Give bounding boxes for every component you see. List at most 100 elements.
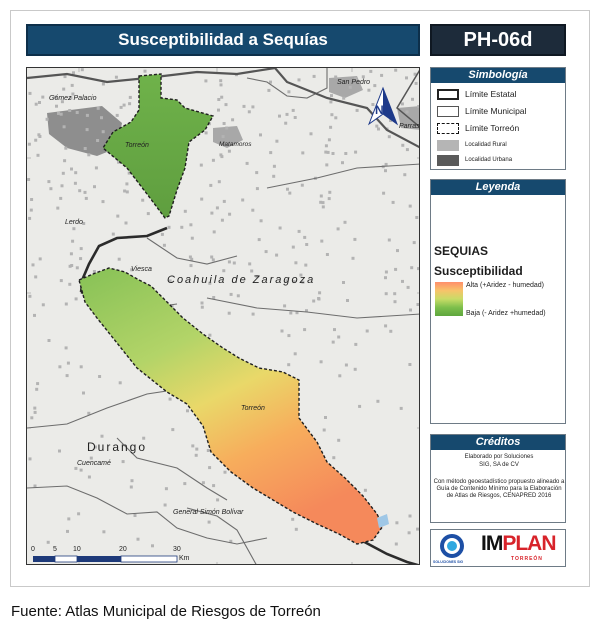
rural-locality-dot <box>264 250 268 254</box>
rural-locality-dot <box>353 367 357 371</box>
rural-locality-dot <box>382 191 386 195</box>
implan-logo: IMPLAN <box>481 532 557 555</box>
credits-text: Con método geoestadístico propuesto alin… <box>433 479 565 499</box>
rural-locality-dot <box>416 303 419 306</box>
leyenda-panel: Leyenda SEQUIAS Susceptibilidad Alta (+A… <box>430 179 566 424</box>
rural-locality-dot <box>98 375 102 378</box>
rural-locality-dot <box>80 68 84 72</box>
rural-locality-dot <box>269 151 273 155</box>
map-title: Susceptibilidad a Sequías <box>26 24 420 56</box>
rural-locality-dot <box>337 335 341 339</box>
rural-locality-dot <box>116 214 120 218</box>
rural-locality-dot <box>74 297 78 301</box>
north-arrow-icon: N <box>367 86 399 126</box>
rural-locality-dot <box>286 187 289 191</box>
rural-locality-dot <box>346 299 349 302</box>
rural-locality-dot <box>163 503 167 507</box>
scale-tick-20: 20 <box>119 546 127 553</box>
rural-locality-dot <box>216 498 220 502</box>
rural-locality-dot <box>142 436 146 440</box>
credits-line2: SIG, SA de CV <box>479 462 519 468</box>
rural-locality-dot <box>417 105 419 108</box>
rural-locality-dot <box>130 268 134 272</box>
rural-locality-dot <box>96 139 100 142</box>
rural-locality-dot <box>405 110 409 114</box>
torreon-south-polygon <box>78 267 384 545</box>
rural-locality-dot <box>204 79 208 83</box>
rural-locality-dot <box>330 113 334 117</box>
rural-locality-dot <box>200 197 204 201</box>
rural-locality-dot <box>406 285 410 289</box>
rural-locality-dot <box>384 169 387 173</box>
rural-locality-dot <box>325 163 329 167</box>
rural-locality-dot <box>180 225 184 229</box>
rural-locality-dot <box>64 302 68 306</box>
rural-locality-dot <box>309 132 313 136</box>
rural-locality-dot <box>83 190 87 194</box>
rural-locality-dot <box>391 200 395 204</box>
rural-locality-dot <box>58 365 62 369</box>
map-canvas[interactable]: N Gómez Palacio Torreón Matamoros San Pe… <box>26 67 420 565</box>
rural-locality-dot <box>303 328 307 332</box>
rural-locality-dot <box>227 311 231 315</box>
rural-locality-dot <box>337 438 341 442</box>
rural-locality-dot <box>419 488 420 491</box>
rural-locality-dot <box>221 135 225 139</box>
rural-locality-dot <box>34 138 38 142</box>
rural-locality-dot <box>188 255 192 259</box>
rural-locality-dot <box>294 261 298 265</box>
rural-locality-dot <box>300 183 304 187</box>
rural-locality-dot <box>331 340 335 344</box>
rural-locality-dot <box>93 185 96 189</box>
rural-locality-dot <box>227 149 231 153</box>
rural-locality-dot <box>35 387 39 391</box>
rural-locality-dot <box>380 73 384 77</box>
rural-locality-dot <box>41 95 45 99</box>
rural-locality-dot <box>62 125 66 129</box>
place-cuencame: Cuencamé <box>77 460 111 467</box>
rural-locality-dot <box>305 309 308 313</box>
rural-locality-dot <box>312 74 316 78</box>
rural-locality-dot <box>251 312 255 316</box>
torreon-boundary-icon <box>437 123 459 134</box>
rural-locality-dot <box>401 143 405 147</box>
rural-locality-dot <box>394 542 398 546</box>
rural-locality-dot <box>82 391 85 395</box>
place-coahuila: Coahuila de Zaragoza <box>167 274 316 286</box>
rural-locality-dot <box>417 267 419 271</box>
rural-locality-dot <box>168 279 172 283</box>
rural-locality-dot <box>251 105 255 109</box>
rural-locality-dot <box>68 109 72 112</box>
rural-locality-dot <box>128 95 132 99</box>
rural-locality-dot <box>376 399 380 403</box>
rural-locality-dot <box>324 144 328 148</box>
rural-locality-dot <box>168 397 172 401</box>
rural-locality-dot <box>280 329 284 333</box>
rural-locality-dot <box>354 77 358 80</box>
rural-locality-dot <box>287 363 291 367</box>
rural-locality-dot <box>69 96 73 100</box>
rural-locality-dot <box>167 225 171 229</box>
rural-locality-dot <box>327 138 331 142</box>
rural-locality-dot <box>405 76 408 80</box>
logos-panel: SOLUCIONES SIG IMPLAN TORREÓN <box>430 529 566 567</box>
rural-locality-dot <box>278 226 282 230</box>
rural-locality-dot <box>69 252 73 256</box>
rural-locality-dot <box>413 72 417 76</box>
rural-locality-dot <box>41 303 45 307</box>
rural-locality-dot <box>207 520 211 524</box>
rural-locality-dot <box>101 130 105 134</box>
rural-locality-dot <box>75 266 79 270</box>
rural-locality-dot <box>87 411 91 415</box>
rural-locality-dot <box>33 410 37 414</box>
rural-locality-dot <box>171 428 175 432</box>
rural-locality-dot <box>212 230 216 234</box>
rural-locality-dot <box>190 236 194 240</box>
rural-locality-dot <box>37 133 41 137</box>
rural-locality-dot <box>206 449 210 452</box>
rural-locality-dot <box>78 189 82 193</box>
rural-locality-dot <box>222 269 226 273</box>
creditos-panel: Créditos Elaborado por Soluciones SIG, S… <box>430 434 566 523</box>
rural-locality-dot <box>227 260 231 264</box>
rural-locality-dot <box>130 479 134 483</box>
